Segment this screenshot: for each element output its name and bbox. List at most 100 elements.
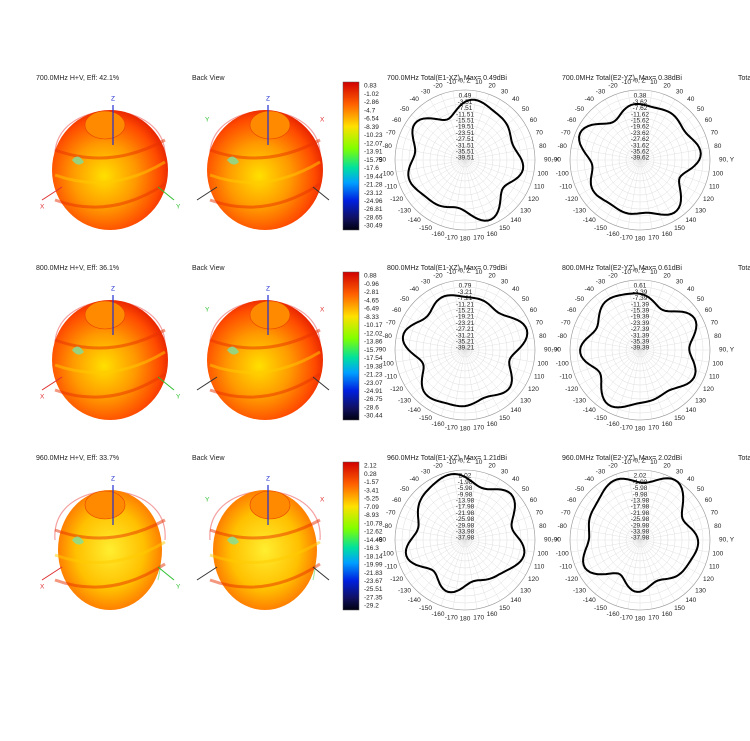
polar-angle-label: -20 [608, 82, 618, 89]
pattern-spot [72, 346, 84, 355]
polar-grid-spoke [464, 539, 519, 586]
polar-angle-label: -140 [583, 217, 596, 224]
polar-frame [569, 469, 711, 611]
polar-angle-label: 90, Y [719, 537, 735, 544]
polar-angle-label: -80 [557, 523, 567, 530]
polar-angle-label: 20 [488, 272, 496, 279]
axis-y-label: Y [205, 497, 210, 504]
colorbar-label: -6.49 [364, 306, 379, 313]
polar-angle-label: 100 [712, 360, 723, 367]
polar-grid-spoke [639, 159, 694, 206]
polar-angle-label: 150 [674, 605, 685, 612]
polar-angle-label: 0, Z [634, 268, 645, 275]
colorbar-label: -24.96 [364, 198, 383, 205]
polar-angle-label: 110 [709, 184, 720, 191]
polar-angle-label: 50 [697, 486, 705, 493]
polar-trace [404, 472, 526, 594]
axis-x-label: X [40, 204, 45, 211]
polar-radial-label: -35.62 [631, 149, 650, 156]
polar-grid-spoke [464, 281, 478, 351]
polar-grid-spoke [639, 135, 706, 161]
polar-radial-label: -11.39 [631, 301, 649, 308]
polar-grid-spoke [639, 349, 665, 416]
polar-angle-label: -40 [585, 476, 595, 483]
polar-radial-label: -25.98 [631, 516, 650, 523]
polar-angle-label: 50 [522, 106, 530, 113]
polar-radial-label: -27.39 [631, 326, 650, 333]
polar-grid-spoke [574, 135, 641, 161]
polar-grid-spoke [627, 91, 641, 161]
pattern-spot [227, 536, 239, 545]
polar-grid-spoke [639, 147, 709, 161]
polar-angle-label: 20 [663, 462, 671, 469]
polar-radial-label: 0.49 [459, 93, 472, 100]
polar-grid-spoke [411, 539, 466, 586]
polar-trace [582, 477, 700, 593]
pattern-lobe [249, 110, 291, 140]
polar-angle-label: 150 [674, 415, 685, 422]
polar-angle-label: 170 [648, 425, 659, 432]
colorbar-label: -26.75 [364, 396, 383, 403]
polar-angle-label: 180 [635, 236, 646, 243]
polar-grid-spoke [399, 325, 466, 351]
polar-grid-spoke [574, 325, 641, 351]
polar-angle-label: 130 [520, 397, 531, 404]
polar-angle-label: 140 [685, 597, 696, 604]
axis-y [157, 566, 175, 581]
view-title: 700.0MHz H+V, Eff: 42.1% [36, 75, 119, 82]
polar-grid-spoke [594, 106, 641, 161]
polar-grid-spoke [571, 527, 641, 541]
polar-angle-label: 50 [697, 106, 705, 113]
polar-grid-spoke [464, 124, 526, 161]
polar-angle-label: -140 [408, 407, 421, 414]
polar-grid-spoke [429, 479, 466, 541]
polar-angle-label: -150 [594, 225, 607, 232]
polar-angle-label: -60 [392, 117, 402, 124]
polar-frame [394, 279, 536, 421]
polar-angle-label: 40 [687, 476, 695, 483]
pattern-band [54, 182, 166, 209]
polar-radial-label: -21.98 [456, 510, 475, 517]
polar-angle-label: 0, Z [459, 78, 470, 85]
polar-grid-spoke [464, 539, 490, 606]
polar-angle-label: -110 [384, 564, 397, 571]
polar-angle-label: -130 [398, 207, 411, 214]
pattern-3d [52, 110, 168, 230]
polar-angle-label: 30 [501, 88, 509, 95]
polar-angle-label: 50 [697, 296, 705, 303]
polar-grid-spoke [396, 337, 466, 351]
polar-grid-spoke [639, 296, 686, 351]
polar-angle-label: 180 [635, 426, 646, 433]
polar-grid-spoke [604, 159, 641, 221]
polar-angle-label: 110 [534, 564, 545, 571]
polar-grid-spoke [429, 289, 466, 351]
polar-grid-spoke [464, 471, 478, 541]
polar-grid-spoke [411, 304, 466, 351]
polar-radial-label: -13.98 [456, 498, 475, 505]
polar-angle-label: -130 [398, 397, 411, 404]
cutoff-title: Tota [738, 455, 750, 462]
polar-radial-label: -21.98 [631, 510, 650, 517]
polar-angle-label: 40 [512, 286, 520, 293]
polar-grid-spoke [429, 99, 466, 161]
colorbar-label: -14.46 [364, 537, 383, 544]
polar-grid-spoke [452, 91, 466, 161]
pattern-band [54, 138, 166, 160]
polar-grid-spoke [615, 539, 641, 606]
polar-grid-spoke [464, 527, 534, 541]
polar-angle-label: -20 [608, 462, 618, 469]
polar-grid-spoke [464, 539, 526, 576]
polar-grid-spoke [404, 124, 466, 161]
polar-radial-label: -19.21 [456, 314, 475, 321]
polar-angle-label: -40 [410, 286, 420, 293]
polar-radial-label: -33.98 [456, 529, 475, 536]
polar-grid-spoke [574, 159, 641, 185]
polar-radial-label: -25.98 [456, 516, 475, 523]
pattern-band [54, 372, 166, 399]
colorbar-label: -13.91 [364, 149, 383, 156]
axis-y [157, 186, 175, 201]
polar-angle-label: 90, X [544, 347, 560, 354]
polar-angle-label: 10 [650, 79, 658, 86]
polar-angle-label: 20 [663, 82, 671, 89]
colorbar-label: -4.7 [364, 107, 376, 114]
